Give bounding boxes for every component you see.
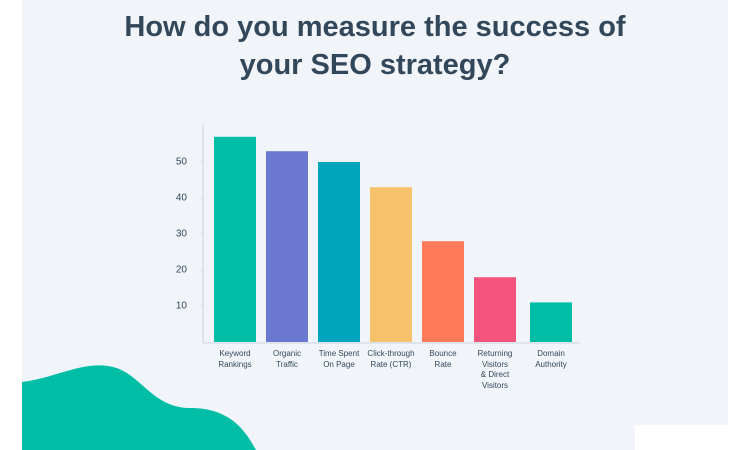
x-tick-label: Domain Authority <box>535 349 567 369</box>
x-tick-label: Click-through Rate (CTR) <box>367 349 415 369</box>
bar <box>266 151 308 342</box>
x-tick-label: Returning Visitors & Direct Visitors <box>477 349 513 390</box>
bar <box>318 162 360 342</box>
x-tick-label: Keyword Rankings <box>218 349 252 369</box>
y-tick-label: 20 <box>176 265 188 276</box>
x-tick-label: Bounce Rate <box>429 349 457 369</box>
bar <box>370 187 412 342</box>
chart-title: How do you measure the success of your S… <box>124 11 626 81</box>
corner-patch <box>635 425 728 450</box>
y-tick-label: 50 <box>176 157 188 168</box>
x-tick-label: Time Spent On Page <box>318 349 360 369</box>
bar <box>422 241 464 342</box>
y-tick-label: 10 <box>176 301 188 312</box>
bar <box>474 277 516 342</box>
decorative-blob <box>22 365 256 450</box>
y-tick-label: 40 <box>176 193 188 204</box>
bar <box>214 136 256 342</box>
bar <box>530 302 572 342</box>
y-tick-label: 30 <box>176 229 188 240</box>
x-tick-label: Organic Traffic <box>272 349 301 369</box>
